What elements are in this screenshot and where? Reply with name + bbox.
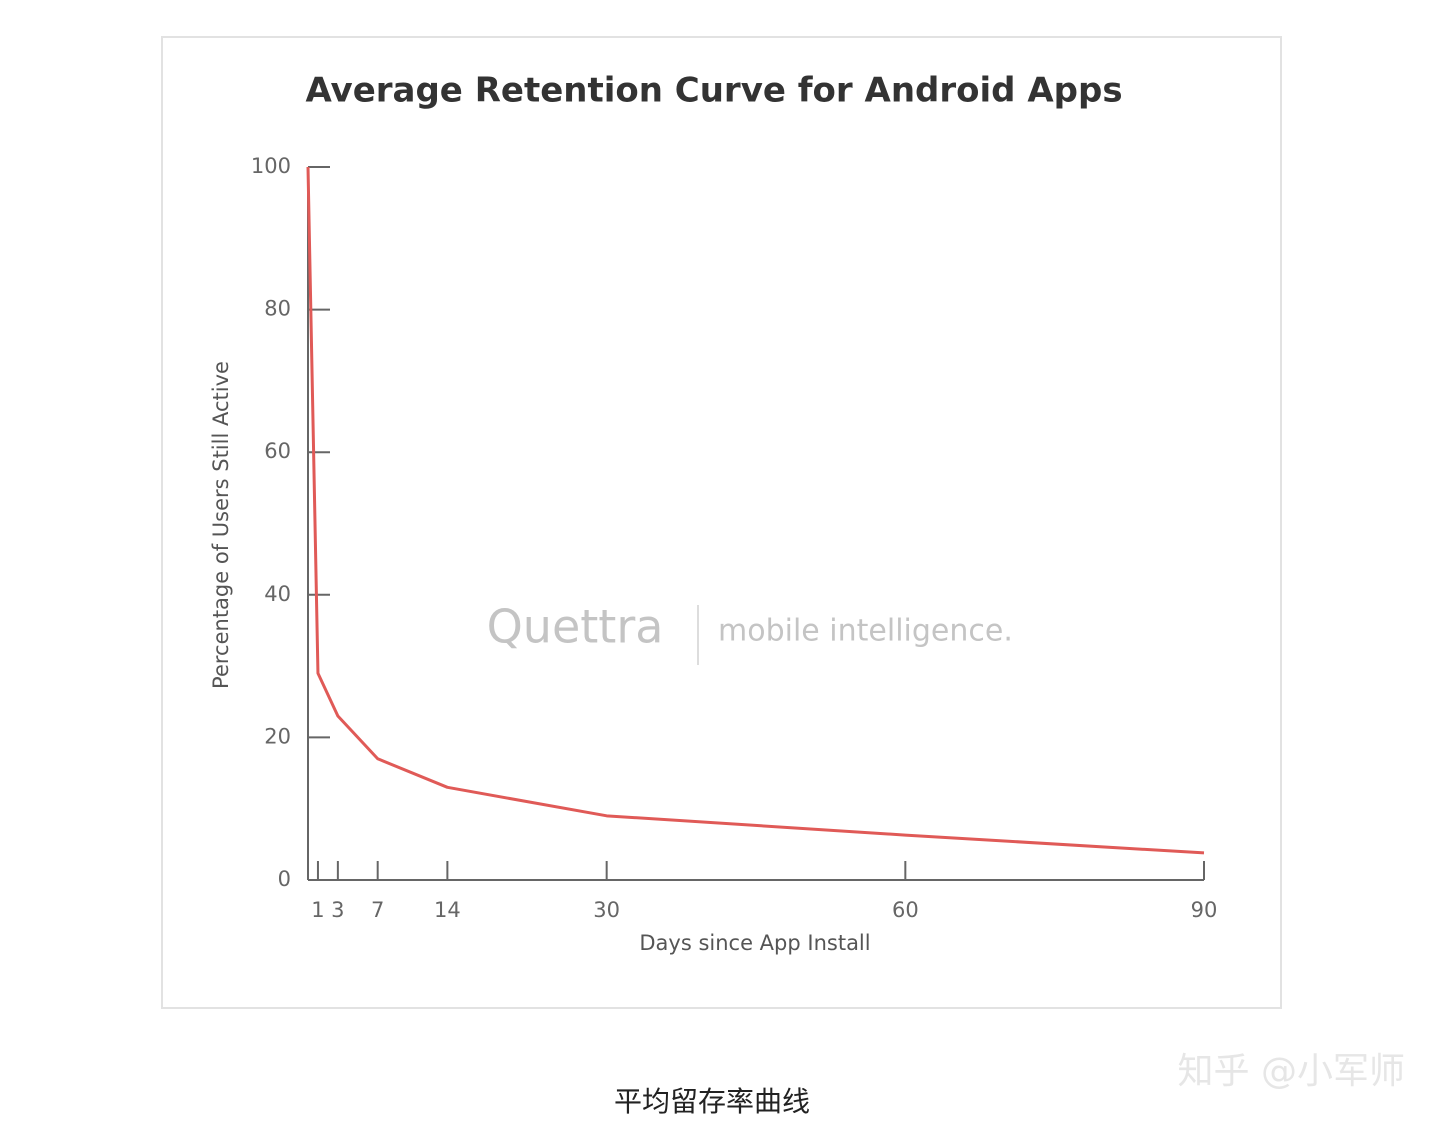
x-tick-label: 60	[892, 898, 919, 922]
y-tick-label: 60	[264, 439, 291, 463]
retention-line	[306, 166, 1205, 855]
y-tick-label: 0	[278, 867, 291, 891]
x-tick-label: 3	[331, 898, 344, 922]
y-tick-label: 80	[264, 297, 291, 321]
chart-title: Average Retention Curve for Android Apps	[305, 71, 1122, 111]
caption: 平均留存率曲线	[614, 1085, 810, 1118]
chart-card	[161, 36, 1282, 1009]
x-tick-label: 14	[434, 898, 461, 922]
y-tick-label: 20	[264, 724, 291, 748]
source-mark: 知乎 @小军师	[1178, 1051, 1405, 1092]
x-axis-label: Days since App Install	[639, 931, 870, 955]
y-tick-label: 40	[264, 582, 291, 606]
x-tick-label: 30	[593, 898, 620, 922]
watermark-logo: Quettra	[487, 600, 664, 654]
x-tick-label: 1	[311, 898, 324, 922]
y-tick-label: 100	[251, 154, 291, 178]
y-axis-label: Percentage of Users Still Active	[209, 361, 233, 689]
x-tick-label: 90	[1191, 898, 1218, 922]
watermark-tagline: mobile intelligence.	[718, 614, 1013, 649]
x-tick-label: 7	[371, 898, 384, 922]
